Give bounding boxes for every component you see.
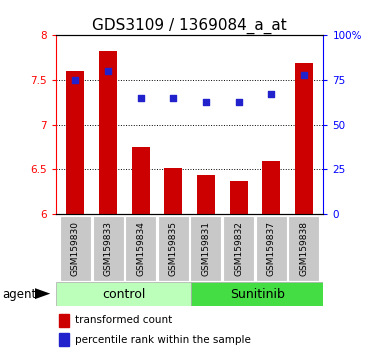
Bar bbox=[60, 216, 91, 281]
Polygon shape bbox=[35, 288, 50, 299]
Text: agent: agent bbox=[2, 288, 36, 301]
Point bbox=[170, 95, 176, 101]
Bar bbox=[191, 216, 221, 281]
Text: GSM159833: GSM159833 bbox=[104, 221, 112, 276]
Text: GSM159835: GSM159835 bbox=[169, 221, 178, 276]
Text: Sunitinib: Sunitinib bbox=[230, 288, 285, 301]
Bar bbox=[99, 51, 117, 214]
Point bbox=[72, 77, 79, 83]
Bar bbox=[223, 216, 254, 281]
Text: percentile rank within the sample: percentile rank within the sample bbox=[75, 335, 250, 345]
Bar bbox=[256, 216, 287, 281]
Point bbox=[203, 99, 209, 104]
Bar bbox=[59, 314, 69, 327]
Text: GSM159831: GSM159831 bbox=[201, 221, 211, 276]
Text: GSM159837: GSM159837 bbox=[267, 221, 276, 276]
Point bbox=[236, 99, 242, 104]
Bar bbox=[295, 63, 313, 214]
Point bbox=[105, 68, 111, 74]
Text: transformed count: transformed count bbox=[75, 315, 172, 325]
Bar bbox=[197, 175, 215, 214]
Text: GSM159838: GSM159838 bbox=[299, 221, 308, 276]
Bar bbox=[132, 147, 150, 214]
Point bbox=[137, 95, 144, 101]
Title: GDS3109 / 1369084_a_at: GDS3109 / 1369084_a_at bbox=[92, 18, 287, 34]
Bar bbox=[288, 216, 319, 281]
Point bbox=[301, 72, 307, 78]
Bar bbox=[262, 161, 280, 214]
Text: GSM159834: GSM159834 bbox=[136, 221, 145, 276]
Bar bbox=[59, 333, 69, 346]
Bar bbox=[125, 216, 156, 281]
Bar bbox=[191, 282, 323, 306]
Bar bbox=[56, 282, 191, 306]
Bar bbox=[158, 216, 189, 281]
Text: GSM159830: GSM159830 bbox=[71, 221, 80, 276]
Text: control: control bbox=[102, 288, 145, 301]
Bar bbox=[67, 71, 84, 214]
Bar bbox=[229, 181, 248, 214]
Bar bbox=[92, 216, 124, 281]
Bar bbox=[164, 168, 182, 214]
Text: GSM159832: GSM159832 bbox=[234, 221, 243, 276]
Point bbox=[268, 92, 274, 97]
